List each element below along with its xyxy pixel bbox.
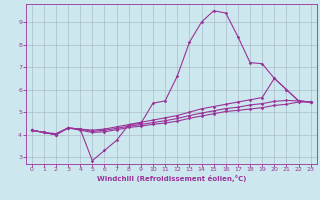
X-axis label: Windchill (Refroidissement éolien,°C): Windchill (Refroidissement éolien,°C) [97, 175, 246, 182]
